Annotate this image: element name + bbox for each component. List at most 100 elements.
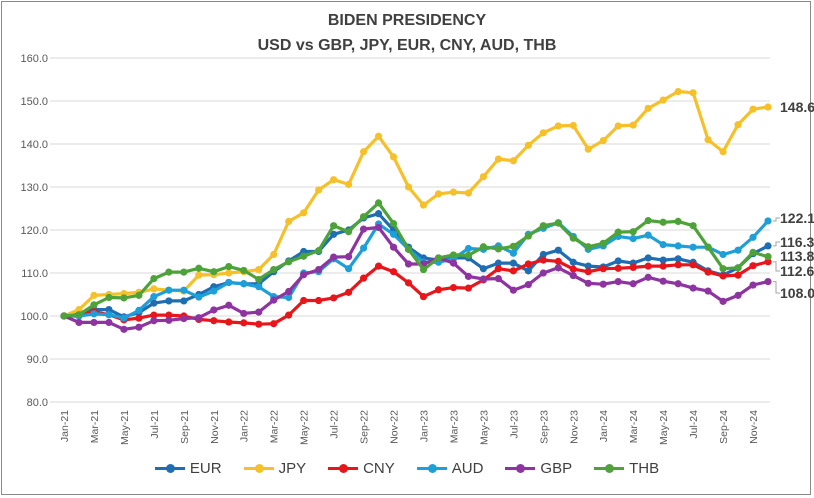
data-point-aud (689, 243, 697, 251)
data-point-eur (674, 255, 682, 263)
data-point-gbp (614, 278, 622, 286)
data-point-gbp (105, 318, 113, 327)
x-tick-label: Mar-21 (89, 410, 101, 443)
x-tick-label: May-22 (299, 410, 311, 445)
data-point-thb (584, 243, 592, 251)
data-point-eur (479, 265, 488, 273)
data-point-cny (225, 318, 233, 326)
data-point-aud (105, 311, 113, 319)
x-tick-label: Jan-24 (598, 410, 610, 442)
data-point-aud (285, 293, 293, 302)
data-point-jpy (749, 105, 757, 113)
data-point-gbp (599, 280, 607, 288)
data-point-cny (644, 262, 652, 270)
data-point-cny (255, 320, 263, 328)
legend-item-thb: THB (594, 460, 659, 477)
data-point-jpy (344, 180, 353, 189)
data-point-thb (419, 265, 428, 274)
data-point-cny (374, 262, 383, 270)
x-tick-label: Jul-22 (329, 410, 341, 439)
end-value-label-aud: 122.1 (780, 210, 814, 226)
data-point-thb (180, 268, 188, 276)
data-point-aud (764, 217, 772, 225)
data-point-cny (629, 263, 637, 272)
data-point-thb (60, 312, 68, 320)
end-value-label-cny: 112.6 (780, 263, 814, 279)
data-point-gbp (210, 306, 218, 314)
data-point-cny (330, 294, 338, 302)
data-point-eur (150, 299, 158, 307)
data-point-eur (764, 242, 772, 250)
chart-title: BIDEN PRESIDENCY (327, 12, 487, 29)
data-point-gbp (494, 274, 502, 283)
data-point-cny (165, 311, 173, 319)
x-tick-label: Nov-22 (389, 410, 401, 444)
y-tick-label: 130.0 (20, 182, 48, 194)
data-point-jpy (315, 186, 323, 194)
data-point-thb (449, 251, 458, 259)
data-point-cny (764, 258, 772, 266)
data-point-gbp (150, 317, 158, 325)
data-point-gbp (285, 287, 293, 296)
data-point-thb (344, 228, 353, 236)
end-value-label-gbp: 108.0 (780, 285, 814, 301)
x-tick-label: Jul-24 (688, 410, 700, 439)
data-point-jpy (389, 153, 398, 161)
x-tick-label: Jan-22 (239, 410, 251, 442)
data-point-gbp (330, 253, 338, 261)
end-value-label-thb: 113.8 (780, 248, 814, 264)
data-point-gbp (389, 243, 398, 251)
data-point-eur (165, 297, 173, 305)
data-point-thb (225, 262, 233, 271)
data-point-thb (300, 252, 308, 260)
data-point-cny (599, 265, 607, 273)
data-point-gbp (180, 314, 188, 323)
data-point-jpy (704, 136, 712, 144)
data-point-jpy (90, 291, 98, 299)
legend-item-cny: CNY (328, 460, 395, 477)
data-point-eur (509, 259, 517, 267)
data-point-jpy (494, 155, 502, 163)
data-point-gbp (554, 264, 562, 272)
data-point-jpy (689, 89, 697, 97)
data-point-gbp (704, 287, 712, 295)
data-point-jpy (270, 250, 278, 259)
data-point-thb (285, 258, 293, 266)
y-tick-label: 140.0 (20, 139, 48, 151)
x-tick-label: Sep-22 (359, 410, 371, 444)
legend-marker (505, 463, 536, 473)
legend-item-jpy: JPY (243, 460, 307, 477)
data-point-thb (674, 217, 682, 225)
data-point-aud (344, 265, 353, 273)
data-point-gbp (195, 314, 203, 322)
data-point-aud (150, 293, 158, 301)
data-point-eur (554, 246, 562, 254)
data-point-gbp (300, 271, 308, 279)
data-point-thb (764, 253, 772, 261)
data-point-aud (210, 287, 218, 295)
data-point-gbp (719, 297, 727, 305)
data-point-jpy (644, 104, 652, 112)
data-point-cny (464, 284, 473, 292)
data-point-gbp (584, 279, 592, 287)
data-point-gbp (255, 308, 263, 316)
data-point-aud (464, 244, 473, 253)
data-point-cny (300, 296, 308, 305)
data-point-aud (734, 246, 742, 254)
data-point-gbp (270, 296, 278, 304)
legend-label: JPY (278, 460, 307, 477)
data-point-aud (90, 310, 98, 318)
data-point-jpy (195, 271, 203, 279)
data-point-thb (150, 274, 158, 283)
data-point-jpy (599, 136, 607, 145)
data-point-thb (494, 245, 502, 253)
x-tick-label: Mar-22 (269, 410, 281, 443)
data-point-eur (659, 256, 667, 264)
data-point-jpy (404, 183, 413, 191)
data-point-gbp (404, 260, 413, 268)
data-point-thb (165, 268, 173, 276)
data-point-aud (749, 233, 757, 241)
data-point-thb (644, 216, 652, 225)
data-point-thb (389, 219, 398, 228)
data-point-gbp (240, 309, 248, 318)
